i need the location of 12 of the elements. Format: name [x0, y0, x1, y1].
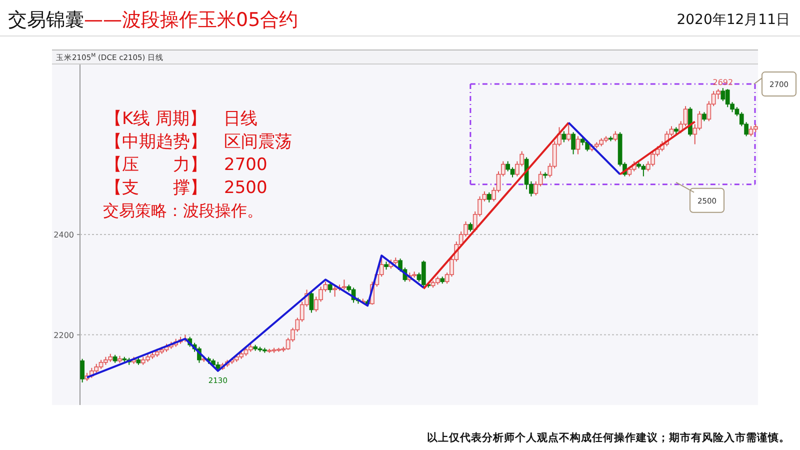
annotation: 【支 撑】 2500: [105, 178, 268, 198]
text: 以上仅代表分析师个人观点不构成任何操作建议；期市有风险入市需谨慎。: [427, 431, 790, 444]
annotation: 交易策略：波段操作。: [103, 201, 263, 220]
text: 2020年12月11日: [676, 12, 790, 28]
annotation: 【压 力】 2700: [105, 155, 268, 175]
y-tick-label: 2200: [54, 330, 74, 340]
annotation: 2692: [712, 78, 734, 88]
line-series: [86, 254, 425, 378]
chart-title: 交易锦囊——波段操作玉米05合约: [8, 9, 298, 31]
annotation: 【中期趋势】 区间震荡: [105, 132, 292, 152]
annotation: 【K线 周期】 日线: [105, 109, 258, 129]
y-tick-label: 2400: [54, 230, 74, 240]
